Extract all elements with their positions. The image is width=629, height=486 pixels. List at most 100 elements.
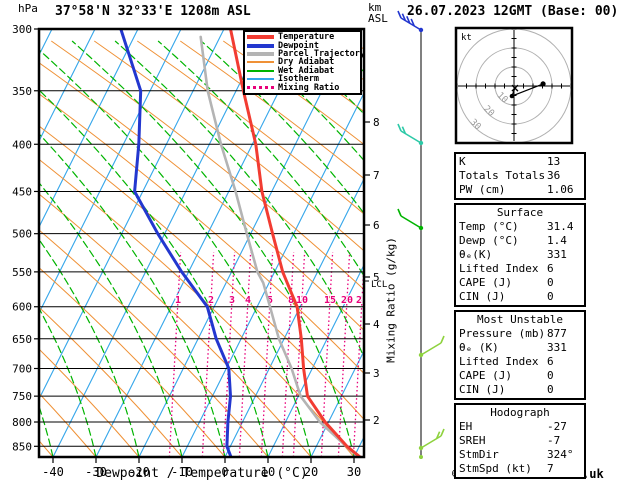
mixing-ratio-line xyxy=(281,251,295,457)
wet-adiabat-line xyxy=(39,238,140,457)
wet-adiabat-line xyxy=(71,40,355,457)
panel-row-label: Lifted Index xyxy=(459,262,539,275)
wet-adiabat-line xyxy=(157,40,364,278)
legend-label: Mixing Ratio xyxy=(278,82,340,93)
temp-tick-label: -30 xyxy=(85,465,107,479)
mixing-ratio-label: 25 xyxy=(356,295,368,306)
pressure-tick-label: 350 xyxy=(12,85,32,98)
mixing-ratio-label: 10 xyxy=(296,295,308,306)
legend-item: Parcel Trajectory xyxy=(247,50,365,58)
dry-adiabat-line xyxy=(51,40,364,291)
mixing-ratio-label: 20 xyxy=(341,295,353,306)
temp-tick-label: 0 xyxy=(221,465,228,479)
panel-row-label: CIN (J) xyxy=(459,290,506,303)
dry-adiabat-line xyxy=(39,348,140,457)
pressure-tick-label: 650 xyxy=(12,333,32,346)
legend-label: Isotherm xyxy=(278,74,319,85)
wet-adiabat-line xyxy=(114,40,364,359)
panel-row-label: PW (cm) xyxy=(459,183,506,196)
wind-barb-dot xyxy=(418,27,424,33)
mixing-ratio-label: 2 xyxy=(208,295,214,306)
panel-row: EH -27 xyxy=(459,420,581,434)
panel-row-value: 6 xyxy=(547,262,554,275)
isotherm-line xyxy=(310,349,364,457)
dry-adiabat-line xyxy=(39,93,364,375)
mixing-ratio-label: 4 xyxy=(245,295,251,306)
wind-barb-feather xyxy=(410,18,415,27)
panel-row: Temp (°C) 31.4 xyxy=(459,220,581,234)
mixing-ratio-label: 3 xyxy=(229,295,235,306)
wind-barb-feather xyxy=(440,428,445,437)
isotherm-line xyxy=(181,91,364,457)
pressure-tick-label: 600 xyxy=(12,301,32,314)
panel-row-label: Dewp (°C) xyxy=(459,234,519,247)
station-title: 37°58'N 32°33'E 1208m ASL xyxy=(55,4,251,19)
panel-row-label: Lifted Index xyxy=(459,355,539,368)
hodograph-storm-marker xyxy=(511,84,519,92)
hodograph-unit-label: kt xyxy=(461,33,472,43)
panel-row: Lifted Index 6 xyxy=(459,355,581,369)
panel-row-label: StmDir xyxy=(459,448,499,461)
mixing-ratio-line xyxy=(260,251,274,457)
panel-row-label: Totals Totals xyxy=(459,169,546,182)
wind-barb-feather xyxy=(440,335,445,344)
dry-adiabat-line xyxy=(39,158,355,457)
wind-barb-base-dot xyxy=(419,455,423,459)
km-tick-label: 8 xyxy=(373,116,380,129)
pressure-tick-label: 450 xyxy=(12,185,32,198)
panel-row-value: 0 xyxy=(547,369,554,382)
wind-barb-feather xyxy=(397,123,402,132)
plot-area: 1 2 3 4 5 8 10 15 20 25 xyxy=(39,29,368,457)
indices-panel: K 13 Totals Totals 36 PW (cm) 1.06 Surface Temp… xyxy=(454,152,586,482)
panel-row-value: 36 xyxy=(547,169,561,182)
mixing-ratio-line xyxy=(201,251,215,457)
panel-row-value: 1.06 xyxy=(547,183,574,196)
legend-swatch-thin xyxy=(247,69,274,72)
series-temperature xyxy=(229,29,362,457)
dry-adiabat-line xyxy=(223,40,364,146)
pressure-tick-label: 800 xyxy=(12,416,32,429)
panel-row: K 13 xyxy=(459,155,581,169)
chart-legend: Temperature Dewpoint Parcel Trajectory Dry … xyxy=(243,30,365,95)
wet-adiabat-line xyxy=(39,49,312,457)
lcl-label: LCL xyxy=(371,280,387,290)
panel-box-title: Hodograph xyxy=(490,406,550,419)
dry-adiabat-line xyxy=(180,40,364,180)
dry-adiabat-line xyxy=(39,125,364,421)
legend-swatch-dotted xyxy=(247,86,274,90)
mixing-ratio-label: 8 xyxy=(288,295,294,306)
panel-row: StmDir 324° xyxy=(459,448,581,462)
mixing-ratio-line xyxy=(320,251,334,457)
altitude-unit-km: km xyxy=(368,1,382,14)
wind-barb-feather xyxy=(401,13,407,21)
wet-adiabat-line xyxy=(39,132,226,457)
mixing-ratio-line xyxy=(337,251,351,457)
km-tick-label: 5 xyxy=(373,271,380,284)
panel-box-most-unstable: Most Unstable Pressure (mb) 877 θₑ (K) 331 Li… xyxy=(454,310,586,400)
panel-row: StmSpd (kt) 7 xyxy=(459,462,581,476)
panel-row: SREH -7 xyxy=(459,434,581,448)
dry-adiabat-line xyxy=(39,267,226,457)
series-parcel-trajectory xyxy=(199,35,361,457)
panel-row-value: 0 xyxy=(547,290,554,303)
mixing-ratio-line xyxy=(168,251,182,457)
altitude-unit-label: km ASL xyxy=(368,2,388,24)
isotherm-line xyxy=(267,263,364,457)
wind-barb-staff xyxy=(420,342,442,356)
panel-row: Pressure (mb) 877 xyxy=(459,327,581,341)
legend-item: Temperature xyxy=(247,33,360,41)
xaxis-title: Dewpoint / Temperature (°C) xyxy=(96,466,308,481)
panel-row-value: 877 xyxy=(547,327,567,340)
wind-barb-staff xyxy=(400,130,422,144)
temp-tick-label: 30 xyxy=(347,465,361,479)
wind-barb-dot xyxy=(418,140,424,146)
km-tick-label: 7 xyxy=(373,169,380,182)
wind-barb-feather xyxy=(406,15,411,24)
panel-box-title: Most Unstable xyxy=(476,313,564,326)
panel-row-value: -7 xyxy=(547,434,561,447)
panel-row-value: 31.4 xyxy=(547,220,574,233)
panel-row-label: Temp (°C) xyxy=(459,220,519,233)
legend-label: Temperature xyxy=(278,32,335,43)
panel-row-value: 331 xyxy=(547,341,567,354)
